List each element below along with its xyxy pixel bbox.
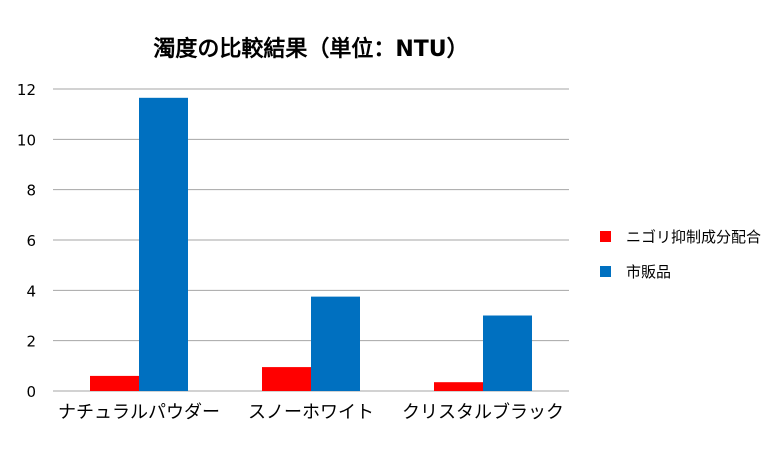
y-tick-label: 2 <box>26 333 36 351</box>
chart-title: 濁度の比較結果（単位：NTU） <box>153 36 468 62</box>
bar-series2-0 <box>139 97 188 391</box>
y-tick-label: 0 <box>26 383 36 401</box>
bar-series1-1 <box>262 367 311 391</box>
y-tick-label: 8 <box>26 182 36 200</box>
x-category-label: ナチュラルパウダー <box>58 402 220 423</box>
y-tick-label: 12 <box>17 81 36 99</box>
bar-series2-1 <box>311 296 360 391</box>
y-tick-label: 6 <box>26 232 36 250</box>
y-axis-tick-labels: 0 2 4 6 8 10 12 <box>17 81 36 401</box>
legend-swatch <box>600 266 611 277</box>
y-tick-label: 4 <box>26 282 36 300</box>
bar-series2-2 <box>483 315 532 391</box>
x-category-label: クリスタルブラック <box>402 401 564 423</box>
bars <box>90 97 532 391</box>
y-tick-label: 10 <box>17 131 36 149</box>
legend-swatch <box>600 231 611 242</box>
x-category-label: スノーホワイト <box>248 402 374 423</box>
legend-label: 市販品 <box>626 263 671 281</box>
x-axis-category-labels: ナチュラルパウダー スノーホワイト クリスタルブラック <box>58 401 564 423</box>
bar-series1-0 <box>90 375 139 391</box>
legend-label: ニゴリ抑制成分配合 <box>626 228 761 246</box>
bar-series1-2 <box>434 382 483 391</box>
